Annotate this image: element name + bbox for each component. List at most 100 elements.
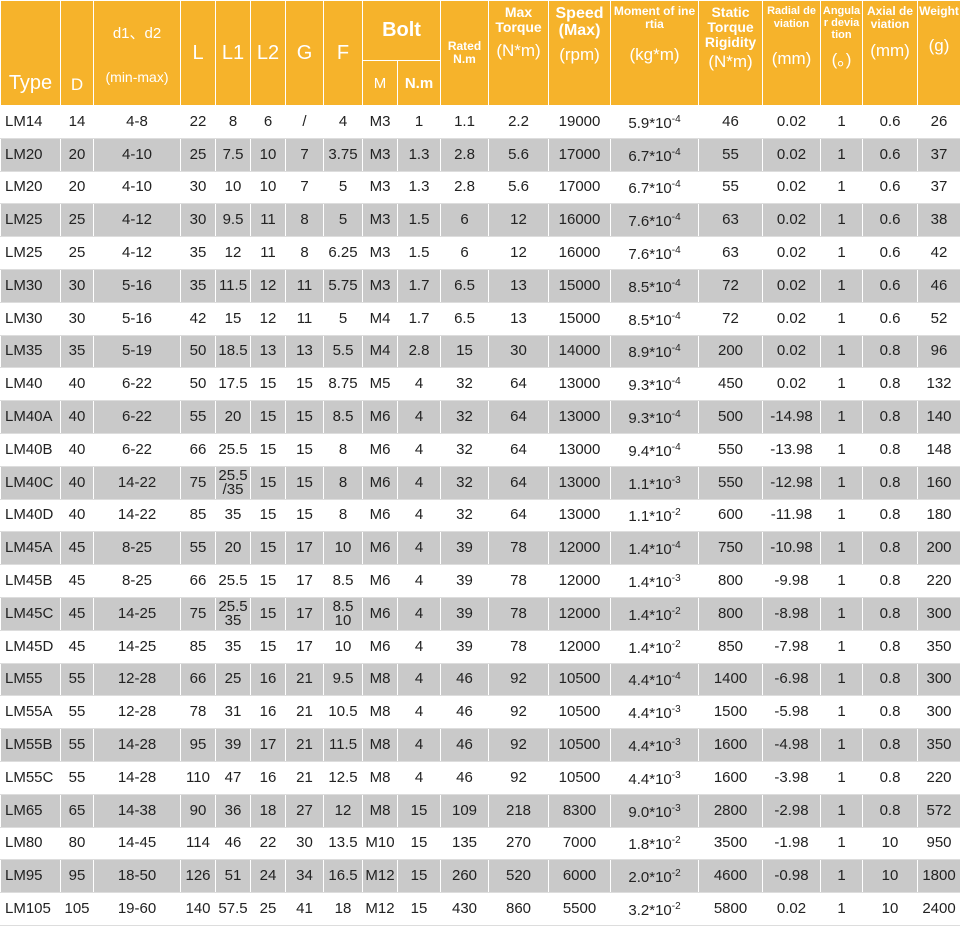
table-cell: 4 [396,760,442,795]
table-cell: 350 [917,629,960,664]
table-cell: 1.1*10-2 [610,498,700,533]
table-cell: 12.5 [323,760,363,795]
inertia-base: 4.4*10 [628,770,672,788]
table-cell: 30 [285,826,324,861]
header-text: F [336,41,350,64]
table-cell: 14-25 [93,596,181,631]
table-cell: LM30 [0,268,61,303]
table-cell: M8 [362,662,398,697]
header-cell: Moment of inertia (kg*m) [610,0,700,106]
header-text: Radial deviation [767,5,816,30]
header-text: (mm) [771,49,812,68]
table-cell: 8-25 [93,564,181,598]
table-cell: M3 [362,105,398,139]
table-cell: / [285,105,324,139]
header-text: (kg*m) [629,45,680,64]
table-cell: 13 [488,301,550,336]
inertia-exponent: -3 [671,474,681,486]
table-cell: 7000 [548,826,612,861]
table-cell: 0.02 [762,268,822,303]
table-cell: 15 [285,400,324,434]
header-cell: L2 [250,0,286,106]
table-cell: M6 [362,531,398,566]
table-cell: 35 [215,498,251,533]
table-cell: 16000 [548,203,612,238]
table-cell: 10 [215,170,251,205]
table-cell: 5-16 [93,268,181,303]
table-cell: 4 [396,531,442,566]
inertia-exponent: -4 [671,212,681,224]
table-cell: 2.8 [396,334,442,369]
table-row: LM14 14 4-8 22 8 6/4 M3 1 1.1 2.2 19000 5.9*10-4 46 0… [0,105,960,139]
table-cell: 37 [917,137,960,172]
table-cell: 21 [285,760,324,795]
inertia-base: 6.7*10 [628,147,672,165]
table-cell: 1 [820,793,864,828]
table-cell: 1 [820,334,864,369]
header-text: (mm) [870,41,910,60]
table-row: LM55B 55 14-28 95 39 17 21 11.5 M8 4 46 92 10500 4.4*… [0,728,960,762]
table-cell: 17 [285,531,324,566]
table-cell: 4-12 [93,236,181,270]
table-cell: 16.5 [323,859,363,894]
table-cell: 6.7*10-4 [610,170,700,205]
table-cell: 218 [488,793,550,828]
table-cell: 8.75 [323,367,363,402]
table-cell: 15 [396,892,442,926]
table-cell: 1.4*10-2 [610,596,700,631]
table-cell: 11.5 [215,268,251,303]
table-cell: -14.98 [762,400,822,434]
table-cell: 1.4*10-4 [610,531,700,566]
table-cell: 132 [917,367,960,402]
table-cell: 30 [488,334,550,369]
table-cell: 21 [285,662,324,697]
table-cell: 4-10 [93,137,181,172]
table-cell: 20 [60,170,94,205]
header-cell: Rated N.m [440,0,490,106]
table-cell: 10.5 [323,695,363,730]
table-cell: 55 [698,170,764,205]
table-cell: 9.4*10-4 [610,432,700,467]
table-cell: 7 [285,137,324,172]
inertia-exponent: -3 [671,737,681,749]
table-cell: 1 [820,498,864,533]
header-text: L1 [221,41,245,64]
table-cell: 1 [820,662,864,697]
inertia-exponent: -4 [671,277,681,289]
table-cell: 21 [285,728,324,762]
inertia-base: 9.3*10 [628,410,672,428]
header-text: Static Torque Rigidity [704,4,757,50]
table-cell: 0.8 [862,728,919,762]
table-cell: LM105 [0,892,61,926]
table-cell: 26 [917,105,960,139]
inertia-exponent: -4 [671,409,681,421]
inertia-exponent: -4 [671,671,681,683]
table-cell: 109 [440,793,490,828]
table-cell: 4 [396,596,442,631]
table-cell: 25 [180,137,216,172]
header-cell: N.m [396,60,442,106]
table-cell: LM20 [0,137,61,172]
inertia-exponent: -4 [671,179,681,191]
table-cell: 3.2*10-2 [610,892,700,926]
header-text: L [192,41,204,64]
table-cell: 6.5 [440,301,490,336]
table-cell: 32 [440,367,490,402]
table-cell: 46 [698,105,764,139]
table-cell: 0.8 [862,498,919,533]
table-cell: 39 [440,596,490,631]
inertia-exponent: -4 [671,441,681,453]
table-cell: 15 [396,859,442,894]
table-cell: 0.8 [862,465,919,500]
table-cell: 0.02 [762,105,822,139]
table-cell: 450 [698,367,764,402]
table-cell: 860 [488,892,550,926]
table-cell: 8 [285,203,324,238]
table-cell: 32 [440,498,490,533]
table-cell: 1 [820,826,864,861]
table-cell: 3500 [698,826,764,861]
table-cell: 4 [396,367,442,402]
table-cell: 800 [698,596,764,631]
table-cell: M10 [362,826,398,861]
table-cell: -6.98 [762,662,822,697]
